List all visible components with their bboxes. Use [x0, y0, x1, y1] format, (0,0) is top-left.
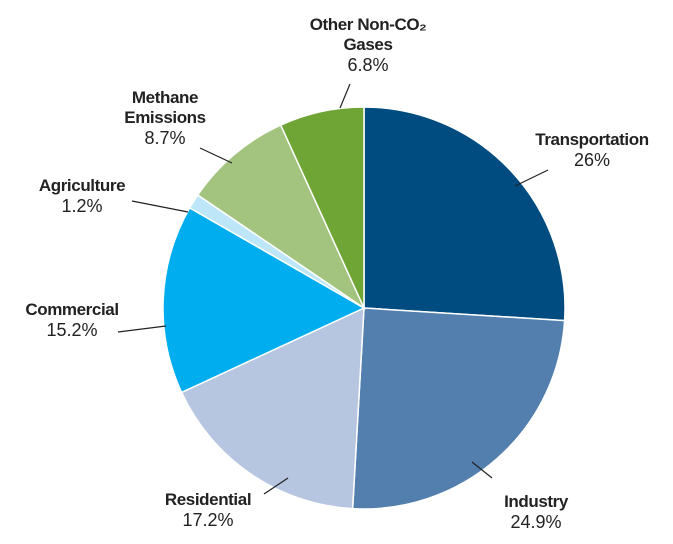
leader-line [339, 83, 351, 109]
category-name: Commercial [25, 300, 119, 319]
value-label: 1.2% [61, 196, 103, 216]
pie-slice [351, 307, 566, 510]
pie-slice [196, 124, 366, 311]
category-name: Residential [164, 490, 252, 509]
value-label: 17.2% [182, 510, 234, 530]
leader-line [514, 169, 549, 187]
leader-line [199, 147, 233, 164]
slice-label: Transportation 26% [512, 130, 672, 170]
category-name: Methane Emissions [124, 88, 206, 127]
slice-label: Industry 24.9% [481, 492, 591, 532]
leader-line [471, 461, 493, 479]
value-label: 8.7% [144, 128, 186, 148]
value-label: 26% [573, 150, 611, 170]
slice-label: Methane Emissions 8.7% [110, 88, 220, 148]
pie-slice [162, 206, 366, 394]
category-name: Industry [504, 492, 568, 511]
pie-slice [363, 106, 566, 322]
pie-slice [279, 106, 365, 309]
slice-label: Commercial 15.2% [7, 300, 137, 340]
leader-line [263, 477, 289, 495]
pie-slice [180, 306, 365, 510]
category-name: Transportation [535, 130, 649, 149]
value-label: 6.8% [347, 55, 389, 75]
slice-label: Residential 17.2% [143, 490, 273, 530]
value-label: 24.9% [510, 512, 562, 532]
leader-line [131, 200, 189, 213]
slice-label: Other Non-CO₂ Gases 6.8% [288, 15, 448, 75]
category-name: Other Non-CO₂ Gases [309, 15, 427, 54]
slice-label: Agriculture 1.2% [17, 176, 147, 216]
leader-line [117, 325, 167, 333]
category-name: Agriculture [38, 176, 126, 195]
value-label: 15.2% [46, 320, 98, 340]
